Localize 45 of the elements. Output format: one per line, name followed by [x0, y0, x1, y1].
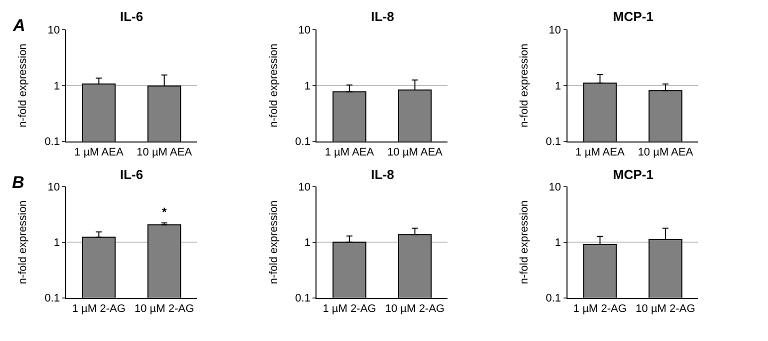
- y-axis-title: n-fold expression: [268, 44, 280, 128]
- y-tick-label: 0.1: [546, 136, 562, 148]
- x-tick-label: 10 µM 2-AG: [385, 303, 445, 316]
- y-axis-title: n-fold expression: [518, 200, 530, 284]
- y-axis-title: n-fold expression: [268, 200, 280, 284]
- y-tick-label: 1: [304, 80, 310, 92]
- y-tick-label: 0.1: [295, 292, 310, 305]
- y-tick-label: 1: [554, 80, 562, 92]
- y-tick-label: 1: [54, 237, 60, 250]
- chart-title: IL-6: [120, 9, 144, 24]
- chart-title: MCP-1: [613, 9, 654, 24]
- x-tick-label: 10 µM AEA: [136, 146, 193, 159]
- x-tick-label: 10 µM AEA: [638, 146, 694, 159]
- y-tick-label: 1: [554, 237, 562, 250]
- y-tick-label: 0.1: [44, 136, 60, 148]
- y-axis-title: n-fold expression: [17, 200, 30, 284]
- x-tick-label: 1 µM AEA: [324, 146, 375, 159]
- x-tick-label: 1 µM 2-AG: [72, 303, 126, 316]
- annotation: *: [162, 205, 167, 219]
- y-tick-label: 10: [298, 182, 310, 194]
- chart-title: MCP-1: [613, 167, 654, 182]
- text: A: [12, 16, 26, 35]
- chart-title: IL-8: [371, 167, 394, 182]
- y-tick-label: 1: [54, 80, 60, 92]
- x-tick-label: 1 µM 2-AG: [573, 303, 627, 316]
- y-tick-label: 10: [548, 182, 562, 194]
- y-tick-label: 1: [304, 237, 310, 250]
- x-tick-label: 10 µM 2-AG: [636, 303, 696, 316]
- y-tick-label: 0.1: [44, 292, 60, 305]
- x-tick-label: 1 µM AEA: [575, 146, 626, 159]
- y-tick-label: 0.1: [546, 292, 562, 305]
- text: B: [12, 173, 24, 192]
- chart-title: IL-8: [371, 9, 394, 24]
- y-tick-label: 10: [298, 24, 310, 36]
- x-tick-label: 10 µM AEA: [387, 146, 444, 159]
- y-axis-title: n-fold expression: [518, 44, 530, 128]
- x-tick-label: 1 µM 2-AG: [322, 303, 376, 316]
- y-tick-label: 0.1: [295, 136, 310, 148]
- chart-title: IL-6: [120, 167, 144, 182]
- x-tick-label: 1 µM AEA: [74, 146, 124, 159]
- y-tick-label: 10: [48, 24, 60, 36]
- x-tick-label: 10 µM 2-AG: [134, 303, 194, 316]
- y-axis-title: n-fold expression: [17, 44, 30, 128]
- y-tick-label: 10: [48, 182, 60, 194]
- y-tick-label: 10: [548, 24, 562, 36]
